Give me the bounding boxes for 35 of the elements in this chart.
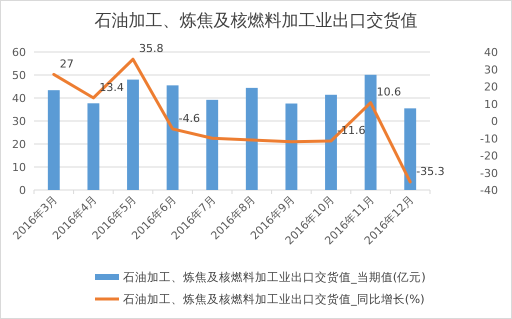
y2-tick-label: -30 (480, 166, 498, 180)
data-label: -35.3 (416, 164, 445, 178)
bar (48, 90, 60, 190)
bar (206, 100, 218, 190)
legend-label: 石油加工、炼焦及核燃料加工业出口交货值_当期值(亿元) (123, 270, 426, 284)
y2-tick-label: -20 (480, 150, 498, 162)
y-tick-label: 60 (12, 46, 26, 59)
y-tick-label: 20 (12, 138, 26, 151)
bar (325, 94, 337, 190)
data-label: 10.6 (376, 86, 402, 99)
bar (404, 108, 416, 190)
y-tick-label: 0 (19, 184, 26, 197)
chart-title: 石油加工、炼焦及核燃料加工业出口交货值 (94, 11, 418, 31)
bar (127, 80, 139, 190)
y2-tick-label: 0 (491, 115, 498, 128)
y-tick-label: 30 (12, 115, 26, 128)
y2-tick-label: 10 (484, 98, 498, 111)
data-label: -4.6 (178, 112, 200, 125)
y2-tick-label: 20 (484, 80, 498, 94)
y-tick-label: 40 (12, 92, 26, 105)
bar (87, 103, 100, 190)
bar (285, 104, 298, 190)
y2-tick-label: 30 (484, 63, 498, 76)
data-label: 27 (60, 57, 74, 70)
y-tick-label: 10 (12, 161, 26, 174)
bar (246, 88, 258, 190)
bar (364, 74, 377, 190)
bar (166, 85, 179, 190)
y2-tick-label: 40 (484, 46, 498, 59)
legend-label: 石油加工、炼焦及核燃料加工业出口交货值_同比增长(%) (123, 292, 425, 306)
y-tick-label: 50 (12, 69, 26, 82)
data-label: 35.8 (139, 42, 164, 56)
y2-tick-label: -40 (480, 184, 498, 197)
y2-tick-label: -10 (480, 132, 498, 146)
line-series (52, 58, 412, 184)
